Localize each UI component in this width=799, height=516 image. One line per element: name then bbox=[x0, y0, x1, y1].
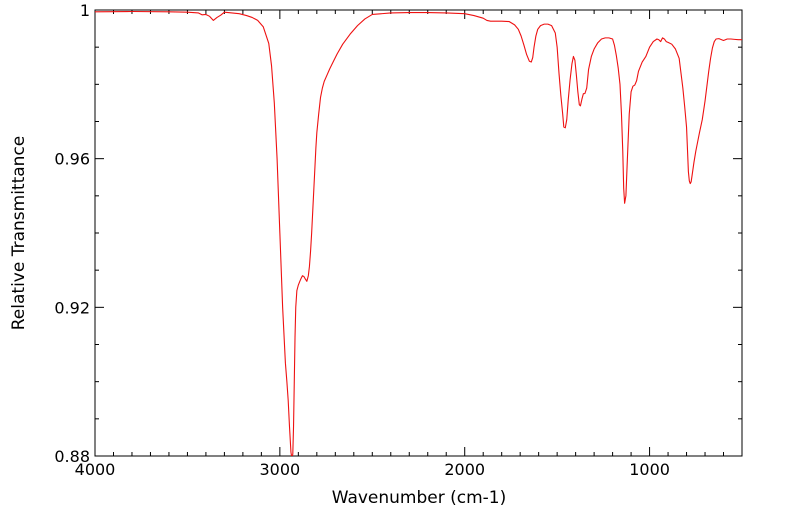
y-axis-title: Relative Transmittance bbox=[9, 136, 29, 331]
x-tick-label: 3000 bbox=[259, 460, 300, 479]
spectrum-line-0 bbox=[95, 10, 742, 456]
plot-frame bbox=[94, 9, 743, 457]
y-tick-label: 0.88 bbox=[54, 447, 90, 466]
x-tick-label: 4000 bbox=[75, 460, 116, 479]
y-tick-label: 0.92 bbox=[54, 298, 90, 317]
y-tick-label: 1 bbox=[80, 1, 90, 20]
x-tick-label: 1000 bbox=[629, 460, 670, 479]
y-tick-label: 0.96 bbox=[54, 150, 90, 169]
x-axis-title: Wavenumber (cm-1) bbox=[332, 488, 507, 508]
x-tick-label: 2000 bbox=[444, 460, 485, 479]
